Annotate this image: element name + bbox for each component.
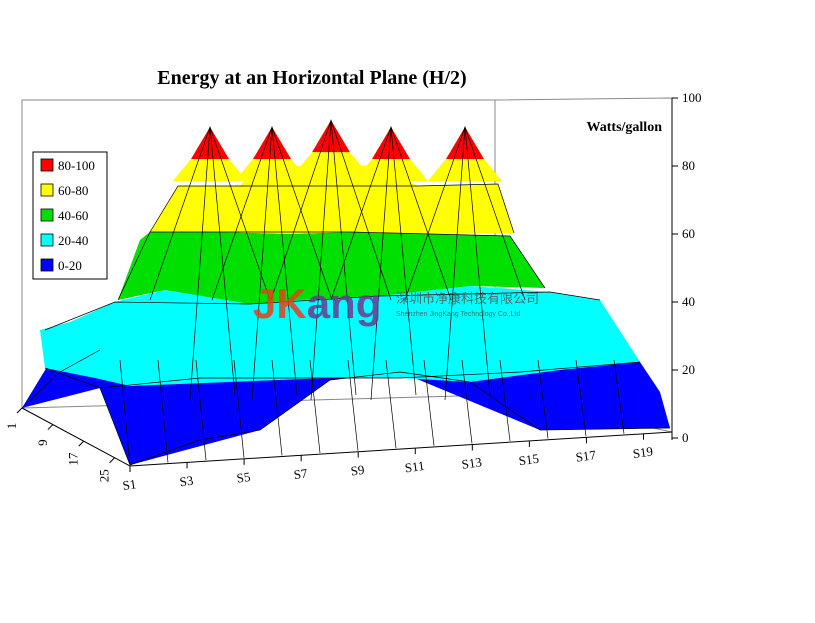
legend-label: 60-80 <box>58 183 88 198</box>
x-tick-label: S9 <box>350 462 366 479</box>
mesh-ridge <box>464 126 491 396</box>
y-tick-label: 17 <box>66 452 81 466</box>
base-frame <box>21 98 673 467</box>
mesh-ridge <box>370 126 392 401</box>
peak-S15 <box>446 127 484 159</box>
y-tick-label: 9 <box>35 439 50 446</box>
z-tick-label: 20 <box>682 362 695 377</box>
watermark-logo: JKang <box>253 280 381 327</box>
y-tick-mark <box>47 424 54 430</box>
x-tick-label: S1 <box>122 476 138 493</box>
mesh-ridge <box>310 120 332 401</box>
z-tick-label: 40 <box>682 294 695 309</box>
watermark-logo-jk: JK <box>253 280 307 327</box>
y-tick-mark <box>16 407 23 414</box>
legend-label: 80-100 <box>58 158 95 173</box>
mesh-grid <box>461 359 473 444</box>
x-tick-label: S13 <box>461 454 483 472</box>
mesh-grid <box>613 359 625 434</box>
z-tick-label: 60 <box>682 226 695 241</box>
legend-swatch <box>40 233 54 247</box>
mesh-grid <box>499 359 511 442</box>
watermark-logo-ang: ang <box>307 280 382 327</box>
mesh-grid <box>423 359 435 446</box>
mesh-line <box>21 349 101 409</box>
mesh-line <box>149 183 515 234</box>
legend-swatch <box>40 158 54 172</box>
x-axis: S1 S3 S5 S7 S9 S11 S13 S15 S17 S19 <box>122 433 654 493</box>
x-tick-label: S19 <box>632 443 654 461</box>
mesh-ridge <box>271 126 298 396</box>
z-tick-label: 0 <box>682 430 689 445</box>
peak-flank-S12 <box>354 159 428 181</box>
watermark-company-cn: 深圳市净康科技有限公司 <box>396 291 539 306</box>
y-tick-label: 25 <box>97 469 112 482</box>
chart-title: Energy at an Horizontal Plane (H/2) <box>157 67 466 89</box>
watermark-company-en: Shenzhen JingKang Technology Co.,Ltd <box>396 311 521 318</box>
peak-flank-S3 <box>173 159 247 181</box>
mesh-grid <box>309 359 321 454</box>
peak-flank-S9 <box>294 152 368 175</box>
x-tick-label: S11 <box>404 458 426 476</box>
y-axis: 1 9 17 25 <box>4 407 115 482</box>
mesh-grid <box>385 359 397 449</box>
z-tick-label: 80 <box>682 158 695 173</box>
mesh-grid <box>575 359 587 437</box>
band-20-40 <box>40 286 640 386</box>
legend-swatch <box>40 258 54 272</box>
peak-flank-S6 <box>235 159 309 181</box>
mesh-line <box>129 371 671 466</box>
z-tick-label: 100 <box>682 90 702 105</box>
mesh-grid <box>195 359 207 461</box>
legend-label: 20-40 <box>58 233 88 248</box>
x-tick-label: S5 <box>236 469 252 486</box>
legend-label: 0-20 <box>58 258 82 273</box>
mesh-ridge <box>330 120 357 396</box>
peak-S3 <box>191 127 229 159</box>
x-tick-label: S3 <box>179 473 195 490</box>
mesh-grid <box>271 359 283 456</box>
mesh-line <box>44 291 601 331</box>
mesh-ridge <box>251 126 273 401</box>
surface <box>22 120 670 465</box>
mesh-ridge <box>390 126 417 396</box>
watermark: JKang 深圳市净康科技有限公司 Shenzhen JingKang Tech… <box>253 280 539 327</box>
x-tick-label: S7 <box>293 465 309 482</box>
z-unit-label: Watts/gallon <box>587 120 663 135</box>
mesh-grid <box>347 359 359 451</box>
legend-label: 40-60 <box>58 208 88 223</box>
y-tick-mark <box>78 440 85 447</box>
z-axis: 0 20 40 60 80 100 <box>672 90 702 445</box>
legend: 80-100 60-80 40-60 20-40 0-20 <box>32 151 108 280</box>
y-tick-mark <box>109 457 115 464</box>
surface-mesh <box>21 119 671 466</box>
legend-swatch <box>40 208 54 222</box>
mesh-grid <box>537 359 549 439</box>
mesh-ridge <box>444 126 466 401</box>
peak-S12 <box>372 127 410 159</box>
y-tick-label: 1 <box>4 423 19 430</box>
x-tick-label: S17 <box>575 447 598 465</box>
mesh-ridge <box>209 126 236 396</box>
peak-flank-S15 <box>428 159 502 181</box>
mesh-ridge <box>189 126 211 401</box>
x-tick-label: S15 <box>518 451 540 469</box>
legend-swatch <box>40 183 54 197</box>
peak-S9 <box>312 120 350 153</box>
mesh-grid <box>119 359 131 466</box>
mesh-line <box>117 231 546 301</box>
peak-S6 <box>253 127 291 159</box>
mesh-grid <box>233 359 245 458</box>
mesh-grid <box>157 359 169 463</box>
